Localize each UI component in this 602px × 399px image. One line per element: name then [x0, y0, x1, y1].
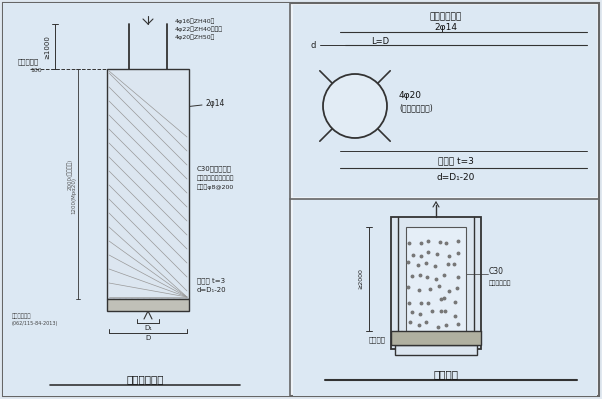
Text: 桩顶交叉钉箋: 桩顶交叉钉箋	[430, 12, 462, 22]
Text: D₁: D₁	[144, 325, 152, 331]
Text: d=D₁-20: d=D₁-20	[437, 174, 475, 182]
Text: ≥2000: ≥2000	[359, 269, 364, 289]
Text: 2000(最小尺寸): 2000(最小尺寸)	[67, 158, 73, 190]
Text: 桩台底标高: 桩台底标高	[18, 59, 39, 65]
Text: (062/115-84-2013): (062/115-84-2013)	[12, 320, 58, 326]
Text: 桩身构造品种: 桩身构造品种	[12, 313, 31, 319]
Bar	[107, 69, 189, 299]
Text: 桩顶构造大样: 桩顶构造大样	[126, 374, 164, 384]
Text: 微膨胀混凝土: 微膨胀混凝土	[489, 280, 512, 286]
Bar	[293, 199, 597, 396]
Text: 4φ20（ZH50）: 4φ20（ZH50）	[175, 34, 216, 40]
Text: d=D₁-20: d=D₁-20	[197, 287, 226, 293]
Text: 4φ22（ZH40截面）: 4φ22（ZH40截面）	[175, 26, 223, 32]
Text: ≥1000: ≥1000	[44, 35, 50, 59]
Bar	[395, 345, 477, 355]
Text: 2φ14: 2φ14	[435, 24, 458, 32]
Text: 100: 100	[30, 67, 42, 73]
Text: d: d	[310, 41, 315, 49]
Text: 配螺旋φ8@200: 配螺旋φ8@200	[197, 184, 234, 190]
Bar	[406, 227, 466, 331]
Bar	[293, 5, 597, 197]
Text: 焊吸封底: 焊吸封底	[369, 337, 386, 343]
Text: L=D: L=D	[371, 38, 389, 47]
Bar	[391, 217, 481, 349]
Text: D: D	[145, 335, 150, 341]
Text: 4φ16（ZH40）: 4φ16（ZH40）	[175, 18, 216, 24]
Text: 圆钓板 t=3: 圆钓板 t=3	[438, 156, 474, 166]
Text: C30修缮原胶剂: C30修缮原胶剂	[197, 166, 232, 172]
Bar	[3, 3, 290, 396]
Text: 2φ14: 2φ14	[205, 99, 225, 109]
Circle shape	[323, 74, 387, 138]
Text: 4φ20: 4φ20	[399, 91, 422, 101]
Text: 圆钓板 t=3: 圆钓板 t=3	[197, 278, 225, 284]
Text: (与圆钓板焊吸): (与圆钓板焊吸)	[399, 103, 433, 113]
Bar	[107, 299, 189, 311]
Text: 无收缩混凝土填充密实: 无收缩混凝土填充密实	[197, 175, 235, 181]
Text: 1200(Mpα20): 1200(Mpα20)	[72, 178, 76, 215]
Text: C30: C30	[489, 267, 504, 275]
Text: 桩头大样: 桩头大样	[433, 369, 459, 379]
Bar	[391, 331, 481, 345]
